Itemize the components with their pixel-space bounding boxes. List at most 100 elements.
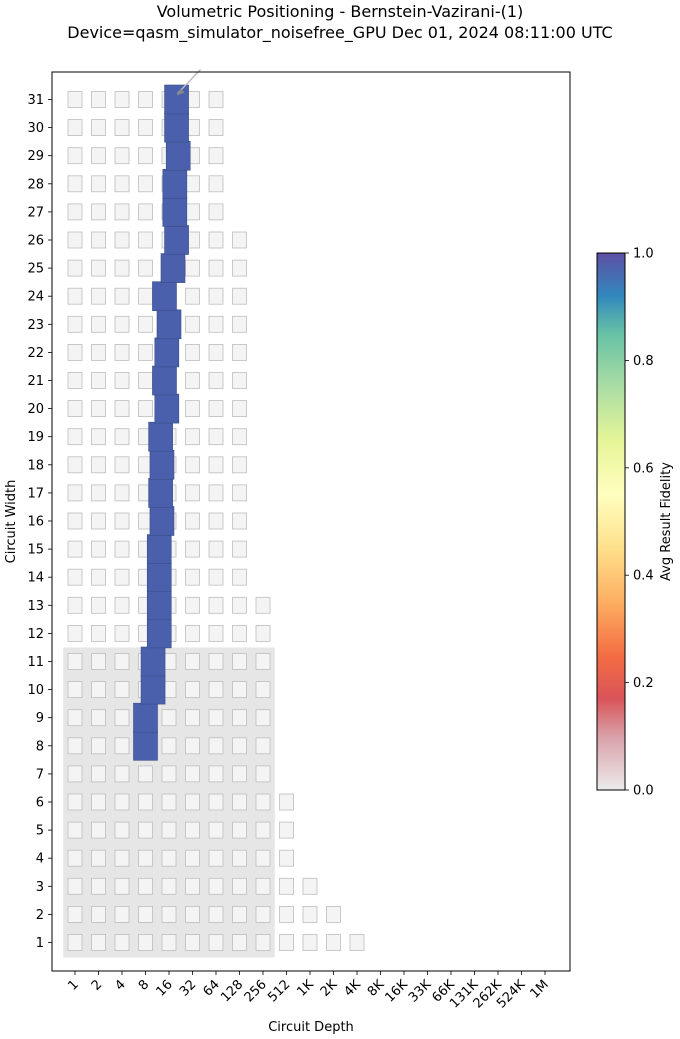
grid-cell <box>208 906 224 923</box>
grid-cell <box>67 484 83 502</box>
grid-cell <box>91 456 106 474</box>
grid-cell <box>185 737 200 755</box>
grid-cell <box>91 849 106 867</box>
y-tick-label: 3 <box>36 880 44 895</box>
colorbar-tick-label: 0.0 <box>633 784 654 799</box>
grid-cell <box>91 821 106 839</box>
y-tick-label: 23 <box>27 318 44 333</box>
grid-cell <box>208 175 224 193</box>
grid-cell <box>161 934 177 951</box>
y-tick-label: 13 <box>27 599 44 614</box>
grid-cell <box>138 91 153 108</box>
grid-cell <box>91 737 106 755</box>
y-tick-label: 18 <box>27 458 44 473</box>
grid-cell <box>185 568 200 586</box>
data-point <box>133 702 158 733</box>
grid-cell <box>67 119 83 136</box>
grid-cell <box>114 175 130 193</box>
y-tick-label: 4 <box>36 852 44 867</box>
data-point <box>164 84 189 115</box>
y-tick-label: 12 <box>27 627 44 642</box>
y-tick-label: 15 <box>27 543 44 558</box>
grid-cell <box>279 821 294 839</box>
grid-cell <box>91 147 106 165</box>
y-tick-label: 9 <box>36 711 44 726</box>
grid-cell <box>91 231 106 249</box>
grid-cell <box>67 259 83 277</box>
grid-cell <box>232 400 247 418</box>
grid-cell <box>232 737 247 755</box>
grid-cell <box>232 372 247 389</box>
y-tick-label: 7 <box>36 767 44 782</box>
grid-cell <box>185 343 200 361</box>
grid-cell <box>208 821 224 839</box>
grid-cell <box>208 681 224 698</box>
y-tick-label: 27 <box>27 205 44 220</box>
grid-cell <box>208 315 224 333</box>
grid-cell <box>255 596 271 614</box>
grid-cell <box>208 287 224 305</box>
grid-cell <box>67 568 83 586</box>
data-point <box>133 730 158 761</box>
grid-cell <box>114 934 130 951</box>
grid-cell <box>91 934 106 951</box>
grid-cell <box>232 287 247 305</box>
grid-cell <box>67 147 83 165</box>
grid-cell <box>114 821 130 839</box>
x-tick-label: 512 <box>265 977 293 1005</box>
grid-cell <box>91 709 106 727</box>
grid-cell <box>138 147 153 165</box>
grid-cell <box>232 343 247 361</box>
y-tick-label: 17 <box>27 486 44 501</box>
grid-cell <box>185 709 200 727</box>
grid-cell <box>185 877 200 895</box>
grid-cell <box>185 259 200 277</box>
grid-cell <box>302 906 318 923</box>
grid-cell <box>138 765 153 783</box>
grid-cell <box>279 934 294 951</box>
data-point <box>162 197 188 227</box>
grid-cell <box>138 287 153 305</box>
colorbar-tick-label: 1.0 <box>633 247 654 262</box>
y-tick-label: 29 <box>27 149 44 164</box>
grid-cell <box>67 512 83 530</box>
grid-cell <box>114 343 130 361</box>
grid-cell <box>185 512 200 530</box>
y-tick-label: 10 <box>27 683 44 698</box>
grid-cell <box>91 793 106 811</box>
grid-cell <box>255 877 271 895</box>
y-tick-label: 6 <box>36 796 44 811</box>
grid-cell <box>208 484 224 502</box>
grid-cell <box>208 147 224 165</box>
grid-cell <box>91 877 106 895</box>
data-point <box>162 169 188 199</box>
grid-cell <box>114 625 130 642</box>
grid-cell <box>208 793 224 811</box>
grid-cell <box>255 625 271 642</box>
grid-cell <box>91 540 106 558</box>
grid-cell <box>185 849 200 867</box>
grid-cell <box>208 540 224 558</box>
grid-cell <box>185 315 200 333</box>
grid-cell <box>114 147 130 165</box>
chart-title: Volumetric Positioning - Bernstein-Vazir… <box>156 2 524 21</box>
grid-cell <box>91 203 106 221</box>
grid-cell <box>185 765 200 783</box>
grid-cell <box>232 259 247 277</box>
grid-cell <box>255 681 271 698</box>
grid-cell <box>138 793 153 811</box>
grid-cell <box>138 400 153 418</box>
y-tick-label: 5 <box>36 824 44 839</box>
grid-cell <box>67 315 83 333</box>
grid-cell <box>161 709 177 727</box>
data-point <box>148 478 173 508</box>
grid-cell <box>232 906 247 923</box>
grid-cell <box>232 568 247 586</box>
grid-cell <box>232 456 247 474</box>
grid-cell <box>185 596 200 614</box>
grid-cell <box>91 681 106 698</box>
grid-cell <box>232 793 247 811</box>
y-tick-label: 28 <box>27 177 44 192</box>
grid-cell <box>208 372 224 389</box>
